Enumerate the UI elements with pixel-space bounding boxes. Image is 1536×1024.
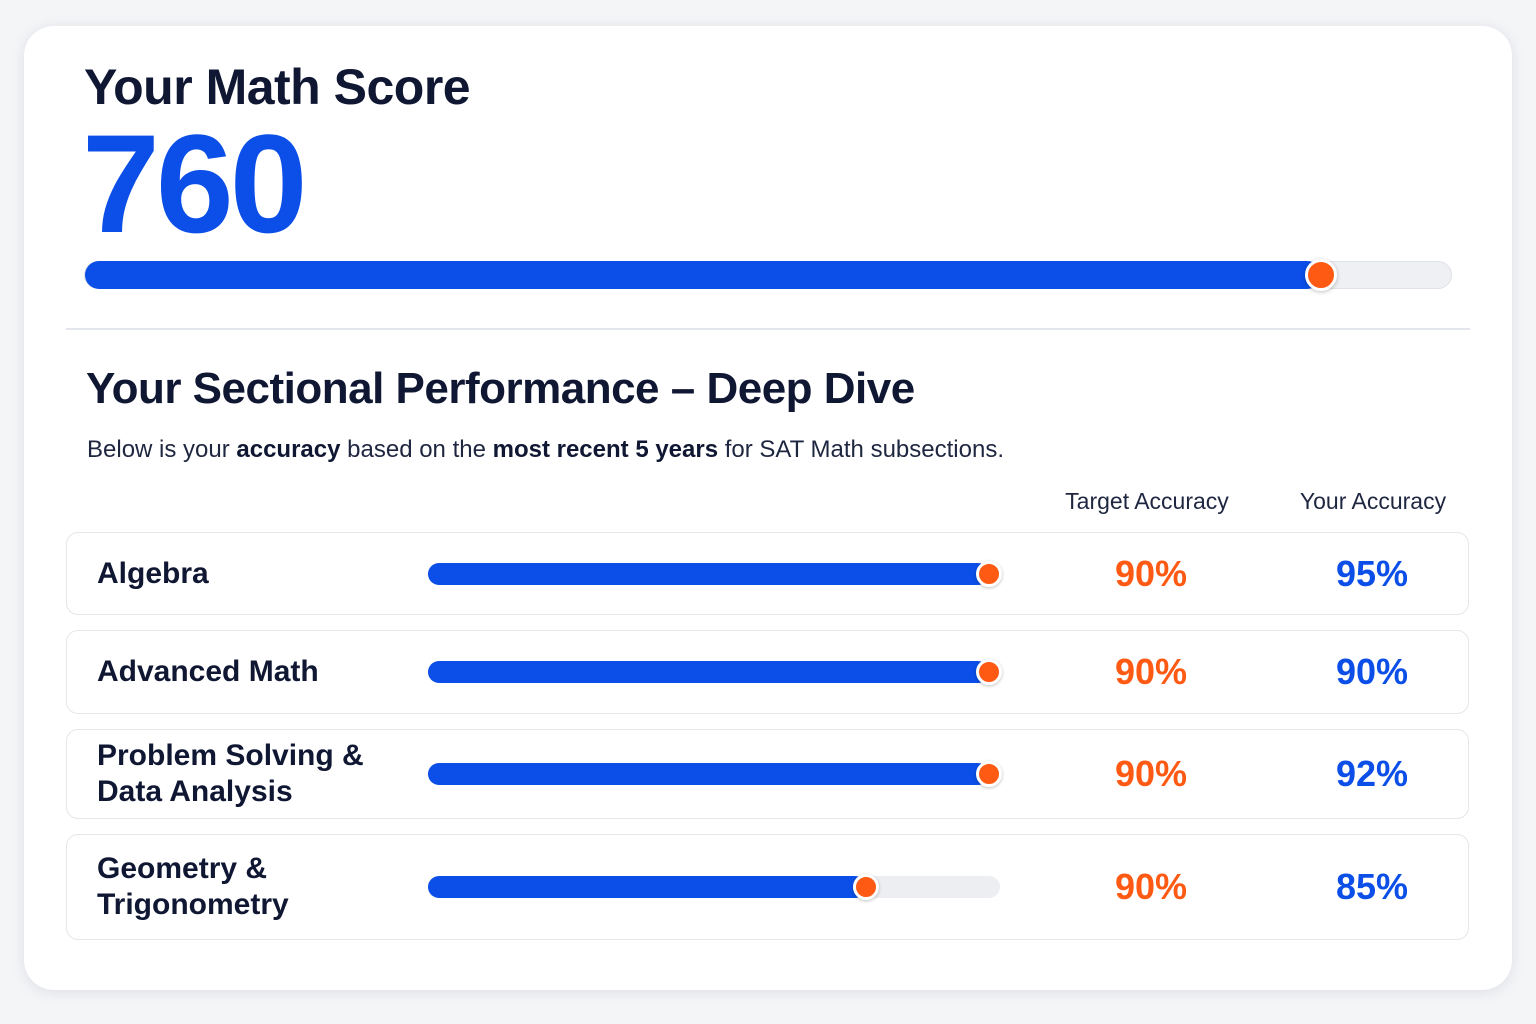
row-progress-knob [852, 874, 879, 900]
row-progress-bar [428, 659, 1002, 685]
row-progress-fill [428, 876, 866, 898]
row-progress-fill [428, 661, 989, 683]
score-progress-knob [1305, 259, 1338, 291]
desc-text-2: based on the [340, 436, 493, 463]
score-value: 760 [82, 105, 308, 262]
row-label: Algebra [97, 556, 209, 590]
desc-text-3: for SAT Math subsections. [718, 436, 1004, 463]
section-divider [66, 328, 1470, 330]
score-progress-bar [84, 259, 1452, 291]
row-progress-bar [428, 874, 1000, 900]
row-target-accuracy: 90% [1114, 552, 1188, 594]
row-your-accuracy: 85% [1335, 866, 1409, 907]
row-progress-fill [428, 763, 989, 785]
row-target-accuracy: 90% [1114, 753, 1188, 794]
row-progress-knob [975, 659, 1002, 685]
row-progress-fill [428, 562, 989, 585]
row-target-accuracy: 90% [1114, 866, 1188, 907]
row-geometry-trigonometry: Geometry & Trigonometry 90% 85% [66, 834, 1469, 940]
desc-text-1: Below is your [87, 436, 237, 463]
column-header-target: Target Accuracy [1065, 488, 1229, 514]
section-title: Your Sectional Performance – Deep Dive [86, 364, 915, 413]
score-card: Your Math Score 760 Your Sectional Perfo… [24, 26, 1512, 990]
row-progress-bar [428, 761, 1002, 787]
score-progress-fill [85, 261, 1322, 289]
row-algebra: Algebra 90% 95% [66, 532, 1469, 615]
column-header-yours: Your Accuracy [1299, 488, 1447, 514]
row-problem-solving: Problem Solving & Data Analysis 90% 92% [66, 729, 1469, 819]
row-target-accuracy: 90% [1114, 651, 1188, 692]
row-progress-bar [428, 560, 1002, 587]
row-your-accuracy: 95% [1335, 552, 1409, 594]
row-progress-knob [975, 560, 1002, 587]
row-your-accuracy: 90% [1335, 651, 1409, 692]
desc-bold-years: most recent 5 years [492, 436, 719, 463]
row-label: Problem Solving & Data Analysis [97, 739, 364, 808]
section-description: Below is your accuracy based on the most… [87, 436, 1004, 464]
row-progress-knob [975, 761, 1002, 787]
row-advanced-math: Advanced Math 90% 90% [66, 630, 1469, 714]
row-label: Geometry & Trigonometry [97, 852, 289, 921]
row-your-accuracy: 92% [1335, 753, 1409, 794]
score-title: Your Math Score [84, 59, 471, 115]
row-label: Advanced Math [97, 655, 319, 688]
desc-bold-accuracy: accuracy [236, 436, 341, 463]
